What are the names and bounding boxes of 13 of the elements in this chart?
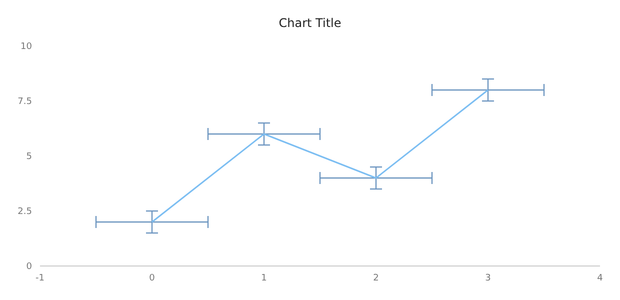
x-tick-label: 2	[373, 273, 379, 284]
line-series	[151, 89, 489, 223]
y-tick-label: 0	[26, 262, 32, 272]
x-tick-label: -1	[36, 273, 44, 284]
y-tick-label: 5	[26, 152, 32, 162]
y-tick-label: 10	[20, 42, 32, 52]
x-tick-label: 4	[597, 273, 604, 284]
x-tick-label: 3	[485, 273, 491, 284]
x-tick-label: 1	[261, 273, 267, 284]
y-tick-label: 7.5	[18, 97, 32, 108]
y-tick-label: 2.5	[18, 207, 32, 218]
x-tick-label: 0	[149, 273, 156, 284]
chart-title: Chart Title	[278, 15, 342, 32]
